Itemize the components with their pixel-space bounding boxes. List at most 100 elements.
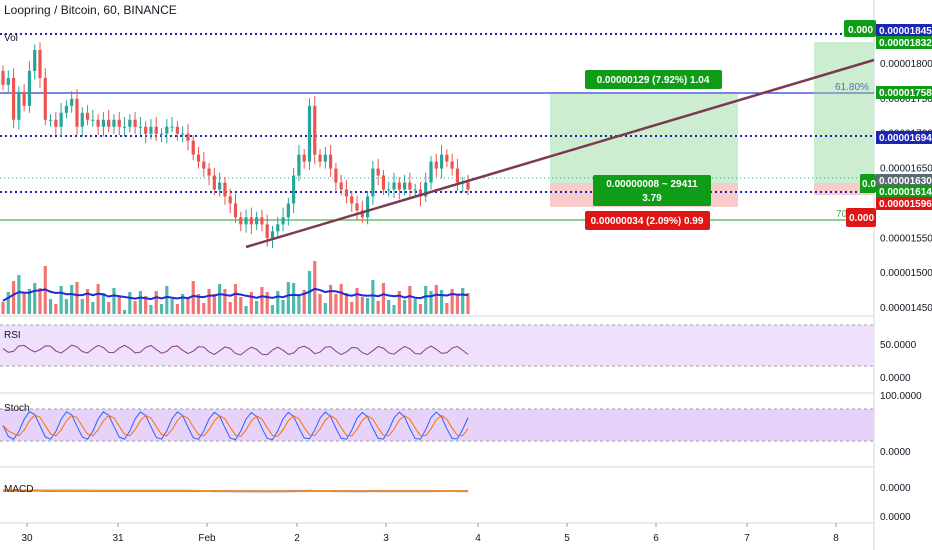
rsi-band [0,325,874,366]
volume-bar [270,305,275,314]
volume-bar [59,286,63,314]
volume-bar [445,303,449,314]
red-small-tag[interactable]: 0.000 [846,208,876,227]
volume-bar [223,289,227,314]
volume-bar [149,305,153,314]
candle-body [107,119,111,127]
mid-tag[interactable]: 0.00000008 ~ 29411 3.79 [593,175,711,206]
price-tag-text: 0.00001832 [879,38,932,49]
candle-body [339,182,343,190]
volume-bar [249,292,253,314]
candle-body [165,126,169,134]
price-tag: 0.00001596 [876,197,932,210]
candle-body [181,133,185,135]
volume-bar [355,288,359,314]
candle-body [17,91,21,120]
candle-body [48,119,53,121]
price-tick-label: 0.00001750 [880,94,932,105]
vol-label: Vol [4,33,18,44]
volume-bar [75,282,79,314]
volume-bar [350,302,354,314]
time-tick-label: Feb [198,533,216,544]
volume-bar [329,285,333,314]
candle-body [54,119,58,127]
candle-body [260,217,264,225]
candle-body [159,133,164,135]
stop-zone-box-right[interactable] [814,183,874,195]
candle-body [292,175,296,204]
candle-body [429,161,433,183]
volume-bar [17,275,21,314]
chart-frame [0,0,875,550]
rsi-label: RSI [4,330,21,341]
volume-bar [202,303,206,314]
price-tick-label: 0.00001500 [880,268,932,279]
green-small-tag[interactable]: 0.0 [860,174,876,193]
volume-bar [22,292,26,314]
candle-body [276,224,280,232]
candles[interactable] [1,42,470,249]
candle-body [101,119,105,127]
candle-body [366,196,370,218]
volume-bar [165,286,169,314]
trendline[interactable] [245,58,875,249]
red-small-tag-text: 0.000 [849,213,874,224]
volume-bar [85,289,90,314]
volume-bar [64,299,69,314]
candle-body [413,189,417,191]
time-axis[interactable]: 30 31 Feb 2 3 4 5 6 7 8 [21,523,839,544]
volume-bar [339,284,343,314]
price-tag: 0.00001845 [876,24,932,37]
volume-bar [196,294,201,314]
volume-bar [397,291,401,314]
candle-body [466,182,470,190]
macd-signal-line [2,489,469,493]
candle-body [323,154,327,162]
volume-bar [402,300,407,314]
macd-hist-bar [2,491,4,492]
volume-bar [381,283,386,314]
candle-body [212,175,216,190]
candle-body [191,140,195,155]
green-small-tag-text: 0.0 [862,179,876,190]
price-levels[interactable] [0,33,874,221]
candle-body [70,98,74,106]
volume-bar [11,281,16,314]
oscillator-axis: 50.0000 0.0000 100.0000 0.0000 0.0000 0.0000 [880,340,922,523]
target-tag[interactable]: 0.00000129 (7.92%) 1.04 [585,70,722,89]
volume-bar [424,286,428,314]
candle-body [59,112,63,127]
volume-bar [418,304,423,314]
price-tag-text: 0.00001630 [879,176,932,187]
oscillator-tick-label: 0.0000 [880,447,911,458]
volume-bar [276,291,280,314]
price-tag: 0.00001614 [876,185,932,198]
volume-bar [138,291,142,314]
candle-body [22,91,26,106]
volume-bar [455,294,460,314]
price-tag-text: 0.00001694 [879,133,932,144]
top-right-tag[interactable]: 0.000 [844,20,876,37]
volume-bar [392,305,396,314]
price-tag-text: 0.00001596 [879,199,932,210]
candle-body [244,217,248,225]
volume-bar [96,284,100,314]
volume-bar [181,294,185,314]
time-tick-label: 2 [294,533,300,544]
oscillator-tick-label: 0.0000 [880,373,911,384]
volume-bar [218,284,222,314]
target-zone-box-right[interactable] [814,42,874,183]
candle-body [64,105,69,113]
fib-label: 61.80% [835,82,869,93]
price-tag: 0.00001694 [876,131,932,144]
volume-bar [439,290,444,314]
volume-bars [1,261,470,314]
candle-body [207,168,211,176]
target-zone-box[interactable] [550,94,738,183]
volume-bar [48,299,53,314]
stop-tag[interactable]: 0.00000034 (2.09%) 0.99 [585,211,710,230]
candle-body [376,168,380,176]
candle-body [149,126,153,134]
volume-bar [281,300,285,314]
